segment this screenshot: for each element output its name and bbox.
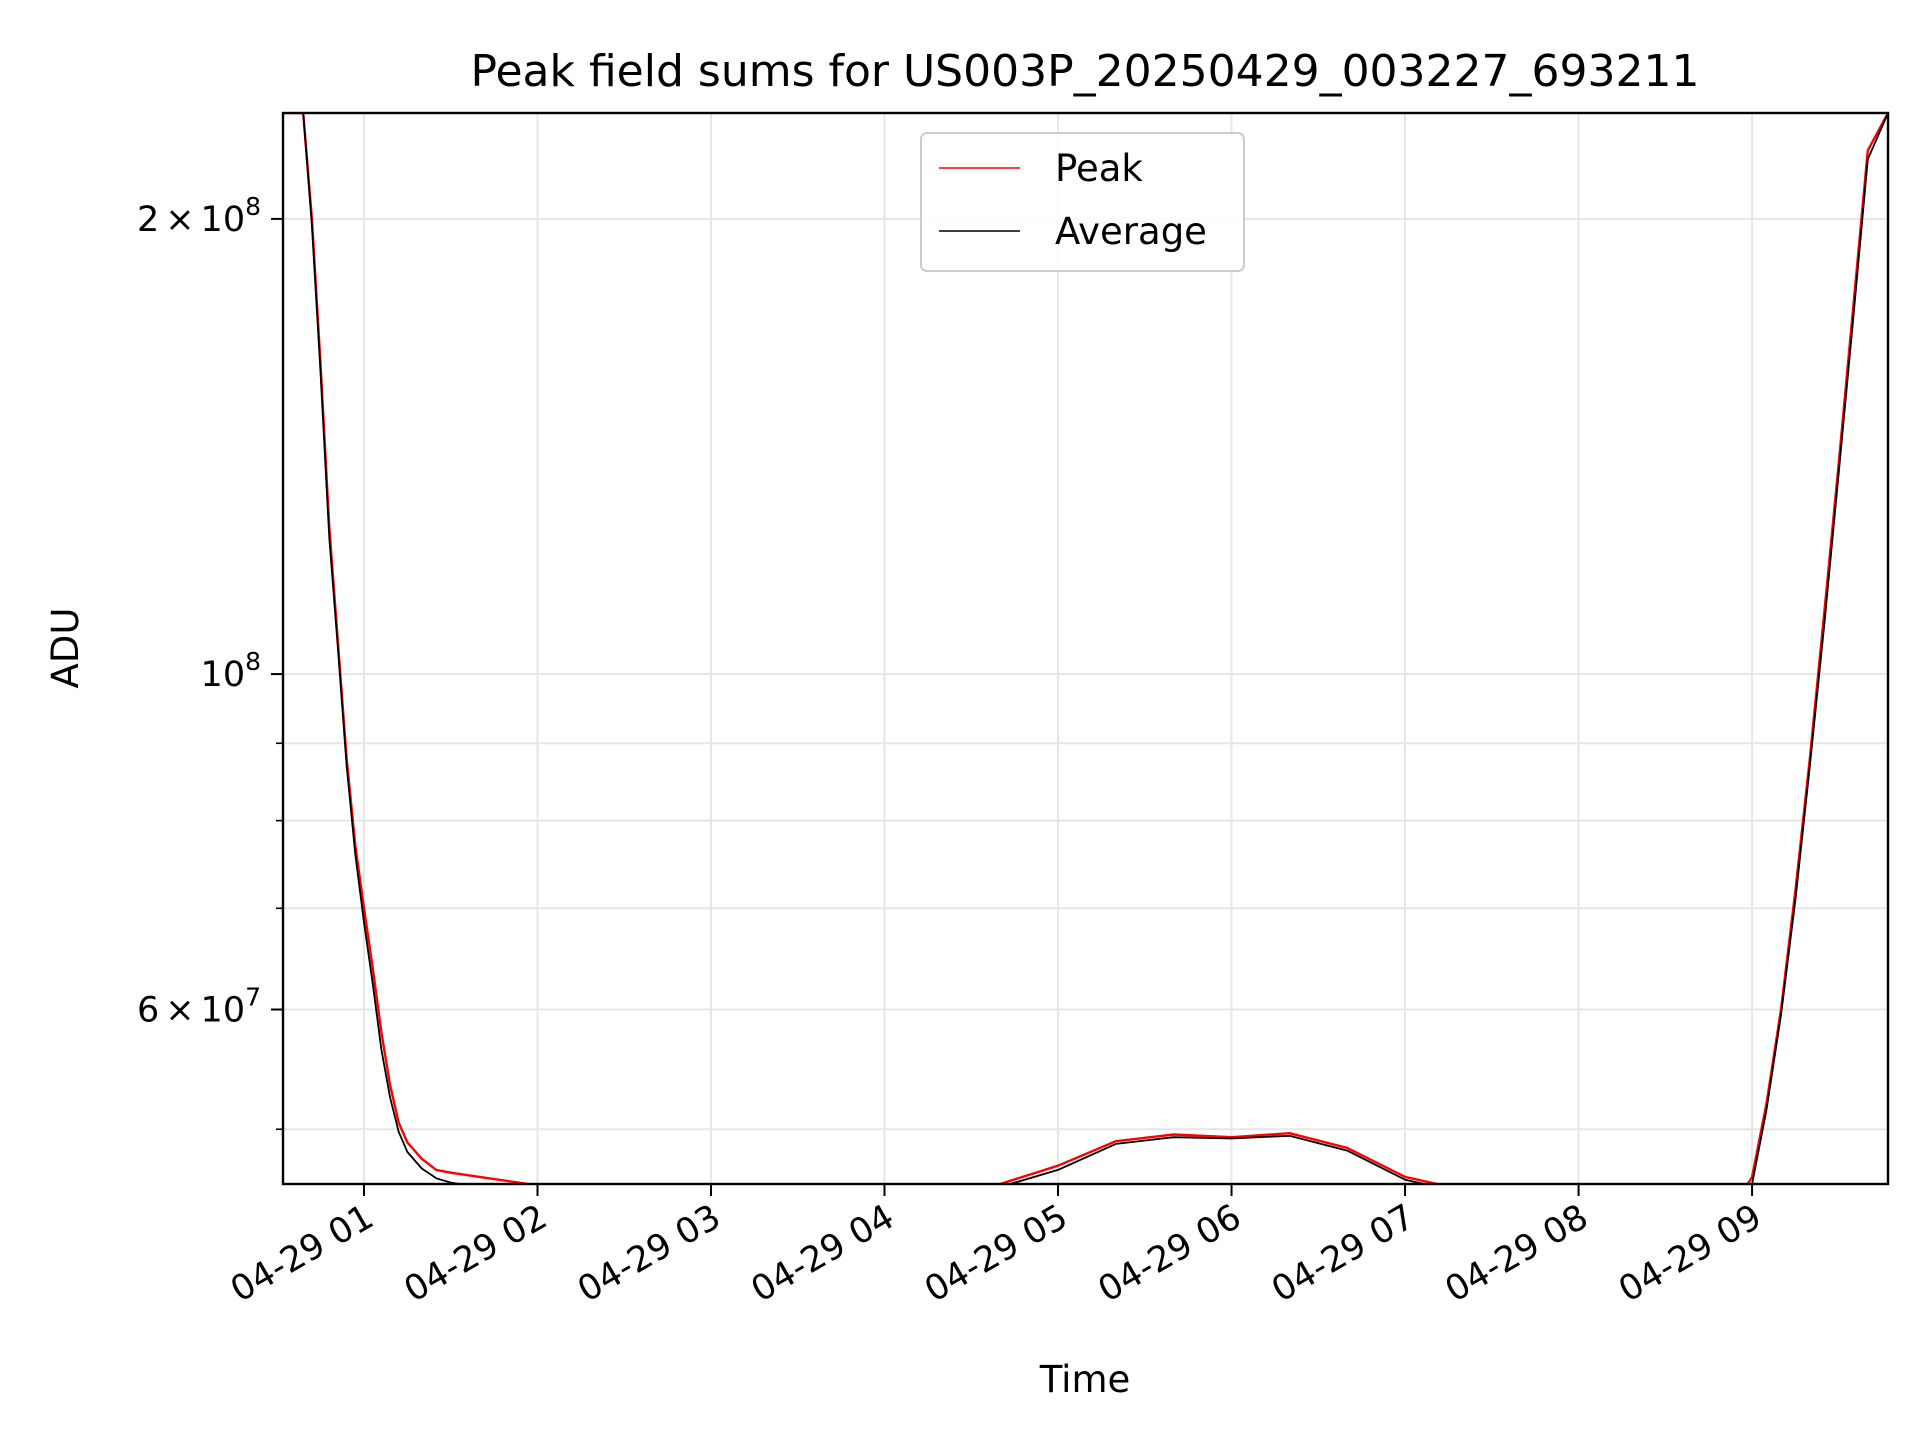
x-axis: 04-29 01 04-29 02 04-29 03 04-29 04 04-29 05…: [224, 1184, 1769, 1310]
grid: [283, 113, 1888, 1184]
y-tick-exp: 7: [245, 983, 261, 1012]
x-tick-label: 04-29 06: [1092, 1197, 1248, 1310]
chart-title: Peak field sums for US003P_20250429_0032…: [471, 46, 1700, 97]
x-tick-label: 04-29 01: [224, 1197, 380, 1310]
series-line-peak: [283, 113, 1888, 1184]
series-layer: [283, 113, 1888, 1184]
y-tick-base: 10: [201, 991, 246, 1031]
y-tick-label: 108: [201, 647, 261, 695]
legend-label-average: Average: [1055, 210, 1207, 253]
x-tick-label: 04-29 03: [571, 1197, 727, 1310]
legend-label-peak: Peak: [1055, 147, 1143, 190]
y-tick-exp: 8: [245, 192, 261, 221]
y-tick-base: 10: [201, 200, 246, 240]
y-tick-exp: 8: [245, 647, 261, 676]
legend: Peak Average: [920, 132, 1245, 272]
y-tick-mantissa: 2: [137, 200, 159, 240]
y-tick-base: 10: [201, 655, 246, 695]
series-line-average: [283, 113, 1888, 1184]
y-tick-times: ×: [165, 991, 194, 1031]
plot-frame: [281, 111, 1890, 1186]
x-tick-label: 04-29 02: [398, 1197, 554, 1310]
y-tick-label: 6 × 107: [137, 983, 261, 1031]
y-tick-label: 2 × 108: [137, 192, 261, 240]
x-tick-label: 04-29 04: [745, 1197, 901, 1310]
x-axis-label: Time: [1039, 1358, 1131, 1401]
y-tick-times: ×: [165, 200, 194, 240]
x-tick-label: 04-29 07: [1265, 1197, 1421, 1310]
y-axis-label: ADU: [44, 608, 87, 689]
x-tick-label: 04-29 08: [1439, 1197, 1595, 1310]
x-tick-label: 04-29 09: [1612, 1197, 1768, 1310]
y-tick-mantissa: 6: [137, 991, 159, 1031]
x-tick-label: 04-29 05: [918, 1197, 1074, 1310]
